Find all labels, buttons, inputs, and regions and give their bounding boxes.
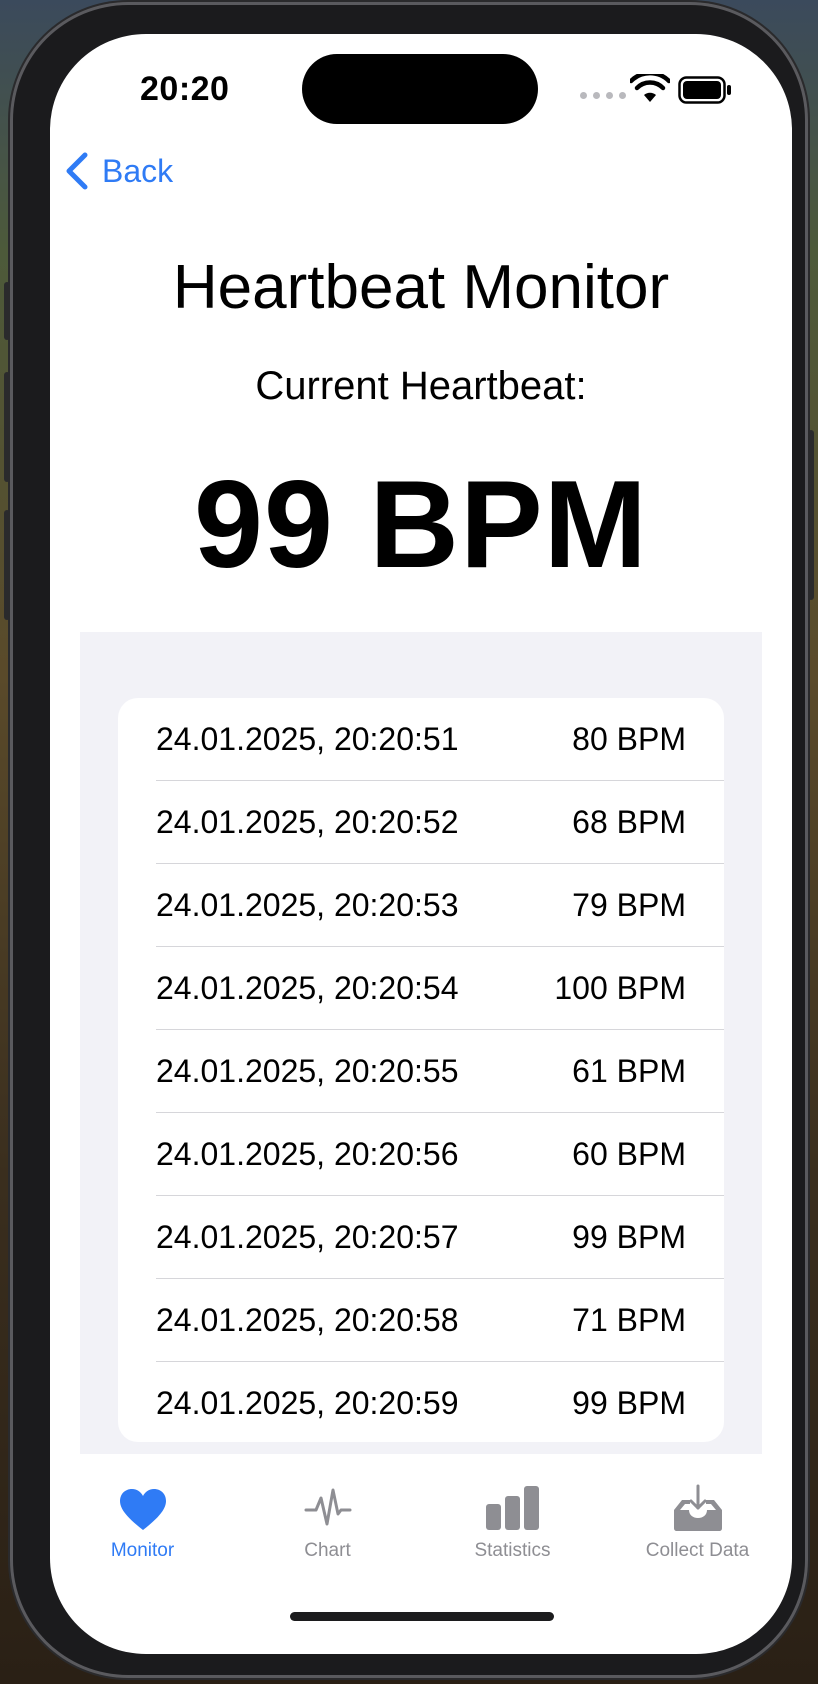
reading-value: 60 BPM (572, 1136, 686, 1172)
page-title: Heartbeat Monitor (172, 253, 670, 322)
status-time: 20:20 (140, 70, 230, 108)
tab-monitor[interactable]: Monitor (50, 1484, 235, 1594)
reading-timestamp: 24.01.2025, 20:20:56 (156, 1136, 459, 1172)
reading-value: 68 BPM (572, 804, 686, 840)
list-item[interactable]: 24.01.2025, 20:20:57 99 BPM (156, 1196, 724, 1279)
app-screen: 20:20 Back Heartbeat Monitor Current Hea… (50, 34, 792, 1654)
list-item[interactable]: 24.01.2025, 20:20:55 61 BPM (156, 1030, 724, 1113)
tray-download-icon (673, 1484, 722, 1531)
list-item[interactable]: 24.01.2025, 20:20:53 79 BPM (156, 864, 724, 947)
reading-timestamp: 24.01.2025, 20:20:53 (156, 887, 459, 923)
volume-down-button (4, 510, 10, 620)
list-item[interactable]: 24.01.2025, 20:20:59 99 BPM (156, 1362, 724, 1442)
current-bpm-value: 99 BPM (194, 456, 648, 594)
list-item[interactable]: 24.01.2025, 20:20:51 80 BPM (156, 698, 724, 781)
back-label: Back (102, 152, 174, 189)
reading-value: 99 BPM (572, 1385, 686, 1421)
reading-timestamp: 24.01.2025, 20:20:54 (156, 970, 459, 1006)
reading-timestamp: 24.01.2025, 20:20:55 (156, 1053, 459, 1089)
reading-timestamp: 24.01.2025, 20:20:51 (156, 721, 459, 757)
tab-label: Monitor (110, 1540, 175, 1561)
tab-bar: Monitor Chart Statistics (50, 1484, 792, 1594)
phone-frame: 20:20 Back Heartbeat Monitor Current Hea… (10, 2, 808, 1678)
tab-label: Chart (304, 1540, 351, 1561)
reading-value: 79 BPM (572, 887, 686, 923)
readings-list[interactable]: 24.01.2025, 20:20:51 80 BPM 24.01.2025, … (118, 698, 724, 1442)
reading-value: 100 BPM (554, 970, 686, 1006)
bar-chart-icon (485, 1486, 539, 1530)
battery-icon (678, 76, 731, 104)
reading-value: 71 BPM (572, 1302, 686, 1338)
volume-up-button (4, 372, 10, 482)
tab-collect-data[interactable]: Collect Data (605, 1484, 790, 1594)
current-heartbeat-label: Current Heartbeat: (255, 364, 587, 408)
reading-timestamp: 24.01.2025, 20:20:58 (156, 1302, 459, 1338)
tab-statistics[interactable]: Statistics (420, 1484, 605, 1594)
list-item[interactable]: 24.01.2025, 20:20:54 100 BPM (156, 947, 724, 1030)
tab-chart[interactable]: Chart (235, 1484, 420, 1594)
power-button (808, 430, 814, 600)
reading-timestamp: 24.01.2025, 20:20:52 (156, 804, 459, 840)
reading-timestamp: 24.01.2025, 20:20:59 (156, 1385, 459, 1421)
reading-value: 61 BPM (572, 1053, 686, 1089)
cellular-signal-icon (580, 92, 626, 99)
action-button (4, 282, 10, 340)
tab-label: Statistics (474, 1540, 551, 1561)
reading-value: 80 BPM (572, 721, 686, 757)
heart-icon (119, 1489, 166, 1530)
tab-label: Collect Data (645, 1540, 750, 1561)
list-item[interactable]: 24.01.2025, 20:20:56 60 BPM (156, 1113, 724, 1196)
chevron-left-icon (66, 152, 88, 190)
back-button[interactable]: Back (64, 152, 173, 190)
wifi-icon (630, 74, 670, 102)
home-indicator[interactable] (290, 1612, 554, 1621)
waveform-icon (304, 1488, 351, 1526)
list-item[interactable]: 24.01.2025, 20:20:52 68 BPM (156, 781, 724, 864)
list-item[interactable]: 24.01.2025, 20:20:58 71 BPM (156, 1279, 724, 1362)
reading-timestamp: 24.01.2025, 20:20:57 (156, 1219, 459, 1255)
reading-value: 99 BPM (572, 1219, 686, 1255)
dynamic-island (302, 54, 538, 124)
